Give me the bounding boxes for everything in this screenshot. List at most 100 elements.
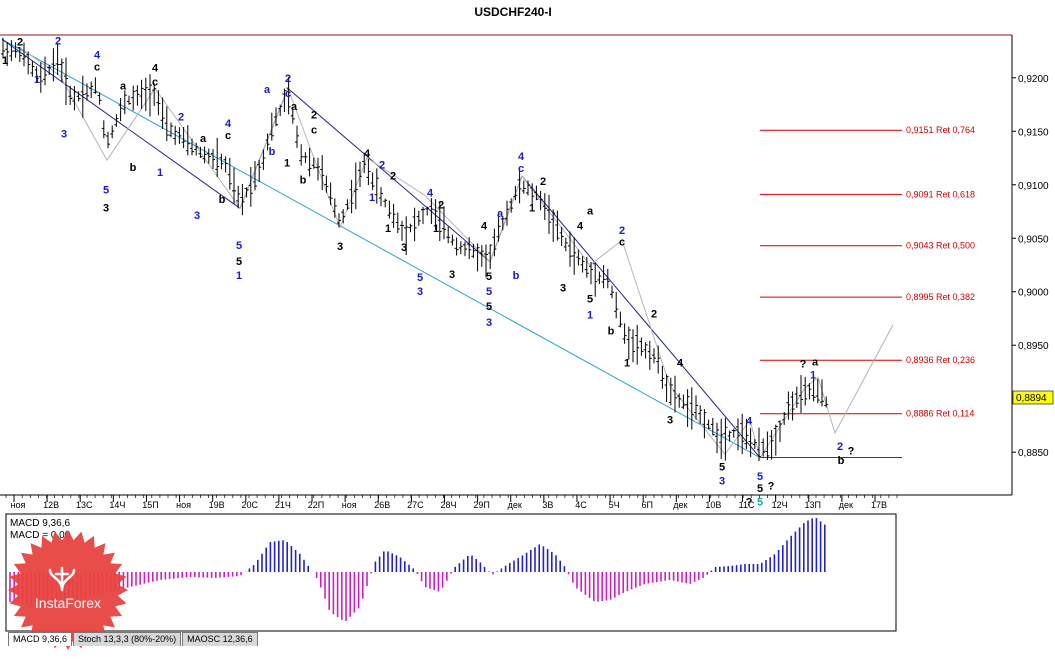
time-tick-label: 17В [871,500,887,510]
wave-label: 5 [757,483,763,495]
price-bar [710,417,715,436]
wave-label: 3 [560,283,566,295]
wave-label: 1 [810,369,816,381]
price-bar [454,237,459,256]
price-bar [803,376,808,406]
price-bar [442,206,446,240]
wave-label: 4 [481,221,488,233]
price-bar [647,341,652,370]
wave-label: 4 [427,188,434,200]
price-bar [433,199,438,231]
wave-label: 5 [719,461,725,473]
price-bar [664,374,669,403]
wave-label: 2 [438,199,444,211]
price-tick-label: 0,9100 [1018,181,1049,192]
price-bar [173,125,178,145]
wave-label: 5 [486,301,492,313]
price-bar [236,185,241,209]
price-bar [76,91,81,102]
time-tick-label: 12Ч [772,500,788,510]
wave-label: 3 [449,269,455,281]
chart-title: USDCHF240-I [474,5,551,19]
wave-label: 1 [236,270,242,282]
price-bar [555,210,560,241]
wave-label: ? [848,445,855,457]
price-bar [131,85,136,111]
price-bar [80,75,85,118]
price-bar [631,329,635,363]
price-bar [505,200,509,226]
main-trend-line [1,38,761,458]
price-bar [253,161,257,191]
price-bar [643,342,648,359]
price-tick-label: 0,8950 [1018,341,1049,352]
price-bar [139,79,144,109]
price-bar [479,245,484,267]
macd-label: MACD 9,36,6 [10,518,70,529]
fib-level-label: 0,9151 Ret 0,764 [906,125,975,135]
channel-line [287,88,491,263]
tab-maosc[interactable]: MAOSC 12,36,6 [182,632,258,646]
price-bar [757,427,761,461]
price-bar [114,114,119,127]
wave-label: 1 [34,74,40,86]
time-tick-label: 11С [739,500,755,510]
wave-label: 4 [152,62,159,74]
price-tick-label: 0,9150 [1018,127,1049,138]
fib-level-label: 0,8995 Ret 0,382 [906,292,975,302]
wave-label: b [269,146,276,158]
price-bar [345,199,350,211]
price-bar [492,228,497,257]
price-bar [408,223,413,233]
wave-label: ? [768,481,775,493]
price-bar [89,81,94,99]
price-bar [534,185,539,201]
price-bar [593,262,598,297]
wave-label: c [311,124,317,136]
price-bar [458,241,463,255]
wave-label: b [219,194,226,206]
wave-label: 3 [667,414,673,426]
wave-label: 2 [540,176,546,188]
wave-label: b [130,162,137,174]
price-bar [635,324,640,365]
price-bar [303,152,308,163]
price-bar [723,417,728,461]
price-bar [248,166,253,207]
price-bar [85,83,89,101]
price-bar [257,159,262,183]
wave-label: c [94,61,100,73]
wave-label: 1 [284,158,290,170]
price-bar [68,85,73,106]
price-bar [110,125,115,139]
channel-line [1,38,241,209]
fibonacci-levels: 0,9151 Ret 0,764 0,9091 Ret 0,618 0,9043 R… [760,125,975,459]
price-bar [547,194,551,234]
price-bar [530,183,535,204]
time-tick-label: 19В [209,500,225,510]
wave-label: 1 [385,223,391,235]
time-tick-label: ноя [176,500,191,510]
price-bar [337,213,341,228]
price-bar [404,216,409,256]
price-bar [597,271,602,285]
wave-label: a [120,81,127,93]
price-bar [521,180,526,194]
price-bar [610,285,614,299]
wave-label: 5 [757,497,763,509]
price-bar [719,418,724,459]
tab-stoch[interactable]: Stoch 13,3,3 (80%-20%) [73,632,182,646]
tab-macd[interactable]: MACD 9,36,6 [8,632,73,646]
price-bar [358,161,362,188]
price-bar [761,438,766,457]
price-bar [215,137,220,177]
wave-label: 2 [837,441,843,453]
price-bar [135,85,140,106]
wave-label: 3 [401,242,407,254]
price-bar [484,244,488,278]
price-bar [576,249,581,266]
price-bar [824,396,829,408]
wave-label: a [291,101,298,113]
trend-lines [1,38,894,459]
